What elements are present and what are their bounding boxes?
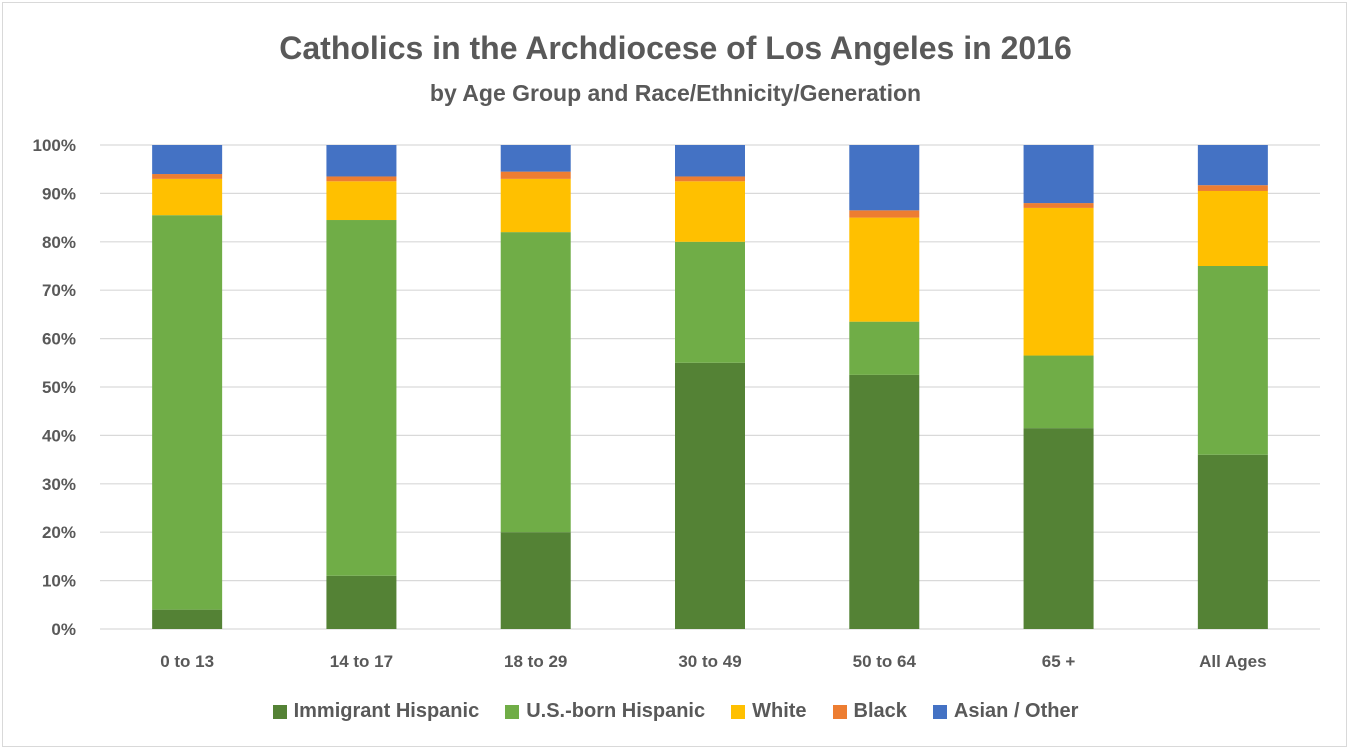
bar-segment [1023,355,1094,429]
bar-segment [1197,190,1268,266]
bar-segment [675,181,745,242]
bar-segment [1197,185,1268,191]
bar-segment [500,232,571,533]
bar-segment [849,210,920,218]
bar-segment [675,241,745,363]
legend-label: Asian / Other [953,700,1079,722]
bar-segment [1023,207,1094,356]
chart-legend: Immigrant Hispanic U.S.-born Hispanic Whit… [0,700,1351,723]
bar-segment [849,217,920,322]
bar-segment [849,321,920,375]
bar-segment [500,171,571,179]
legend-item: Asian / Other [932,700,1079,723]
bar-segment [675,145,745,177]
bar-segment [326,176,397,182]
bar-segment [152,145,223,175]
legend-label: White [752,700,807,722]
legend-swatch [505,704,520,719]
y-tick-label: 80% [42,233,76,252]
bar-segment [500,178,571,233]
chart-title: Catholics in the Archdiocese of Los Ange… [279,30,1072,66]
x-tick-label: 50 to 64 [853,652,917,671]
y-tick-label: 20% [42,523,76,542]
x-tick-label: All Ages [1199,652,1266,671]
bar-segment [1023,145,1094,204]
x-tick-label: 14 to 17 [330,652,393,671]
x-tick-label: 30 to 49 [678,652,741,671]
chart-subtitle: by Age Group and Race/Ethnicity/Generati… [429,80,922,106]
x-tick-label: 18 to 29 [504,652,567,671]
bar-segment [326,575,397,629]
y-tick-label: 30% [42,475,76,494]
x-tick-label: 65 + [1042,652,1076,671]
legend-item: Immigrant Hispanic [272,700,480,723]
bar-segment [849,374,920,629]
y-tick-label: 50% [42,378,76,397]
bar-segment [675,176,745,182]
bar-segment [152,215,223,610]
bar-segment [152,609,223,629]
legend-item: White [731,700,807,723]
legend-swatch [272,704,287,719]
legend-swatch [731,704,746,719]
y-tick-label: 40% [42,426,76,445]
legend-swatch [832,704,847,719]
bar-segment [500,145,571,172]
y-tick-label: 60% [42,330,76,349]
bar-segment [1197,454,1268,629]
legend-swatch [932,704,947,719]
y-tick-label: 70% [42,281,76,300]
bar-segment [849,145,920,211]
legend-label: Black [853,700,907,722]
legend-label: Immigrant Hispanic [293,700,480,722]
y-tick-label: 90% [42,184,76,203]
bar-segment [326,220,397,576]
legend-label: U.S.-born Hispanic [526,700,706,722]
bar-segment [675,362,745,629]
y-tick-label: 0% [51,620,76,639]
bar-segment [326,145,397,177]
x-tick-label: 0 to 13 [160,652,214,671]
y-tick-label: 100% [33,136,76,155]
bar-segment [1197,266,1268,455]
bar-segment [326,181,397,221]
bar-segment [500,532,571,629]
bar-segment [1197,145,1268,186]
y-tick-label: 10% [42,572,76,591]
bar-segment [152,178,223,216]
legend-item: U.S.-born Hispanic [505,700,705,723]
bar-segment [152,174,223,179]
legend-item: Black [832,700,907,723]
bar-segment [1023,428,1094,629]
bar-segment [1023,203,1094,208]
